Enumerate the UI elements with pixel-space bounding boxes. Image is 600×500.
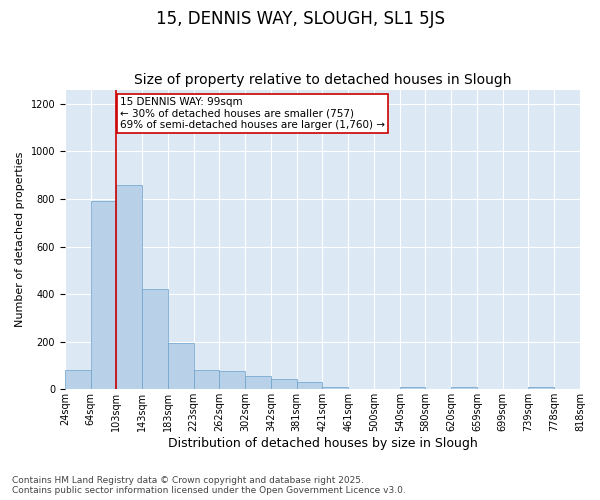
Bar — [194, 370, 220, 390]
Bar — [322, 387, 348, 390]
Bar — [168, 343, 194, 390]
Bar — [529, 387, 554, 390]
X-axis label: Distribution of detached houses by size in Slough: Distribution of detached houses by size … — [167, 437, 478, 450]
Bar — [116, 184, 142, 390]
Bar — [400, 387, 425, 390]
Bar — [220, 372, 245, 390]
Bar — [451, 387, 477, 390]
Bar — [271, 378, 296, 390]
Text: 15 DENNIS WAY: 99sqm
← 30% of detached houses are smaller (757)
69% of semi-deta: 15 DENNIS WAY: 99sqm ← 30% of detached h… — [120, 96, 385, 130]
Bar — [65, 370, 91, 390]
Bar — [245, 376, 271, 390]
Bar — [296, 382, 322, 390]
Y-axis label: Number of detached properties: Number of detached properties — [15, 152, 25, 327]
Bar — [142, 290, 168, 390]
Bar — [91, 202, 116, 390]
Text: Contains HM Land Registry data © Crown copyright and database right 2025.
Contai: Contains HM Land Registry data © Crown c… — [12, 476, 406, 495]
Title: Size of property relative to detached houses in Slough: Size of property relative to detached ho… — [134, 73, 511, 87]
Text: 15, DENNIS WAY, SLOUGH, SL1 5JS: 15, DENNIS WAY, SLOUGH, SL1 5JS — [155, 10, 445, 28]
